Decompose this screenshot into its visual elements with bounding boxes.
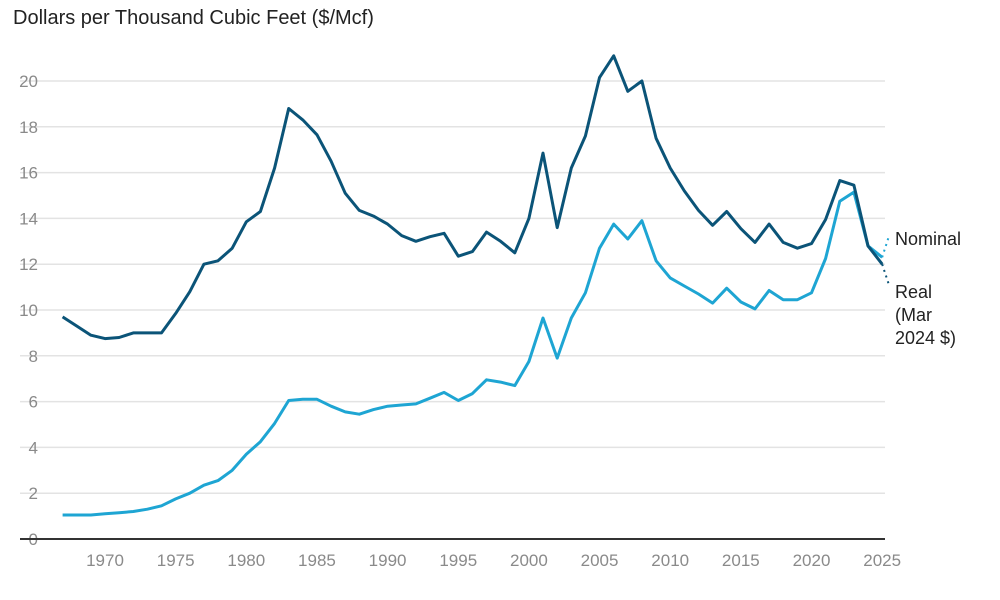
x-tick-label: 1985	[298, 551, 336, 570]
x-tick-label: 2015	[722, 551, 760, 570]
x-tick-label: 2005	[581, 551, 619, 570]
nominal-leader-line	[881, 235, 890, 258]
x-tick-label: 1970	[86, 551, 124, 570]
chart-title: Dollars per Thousand Cubic Feet ($/Mcf)	[13, 7, 374, 29]
y-axis-ticks: 02468101214161820	[19, 72, 38, 549]
legend-label-real: 2024 $)	[895, 328, 956, 348]
legend-label-real: (Mar	[895, 305, 932, 325]
y-tick-label: 12	[19, 255, 38, 274]
y-tick-label: 8	[29, 347, 38, 366]
y-tick-label: 4	[29, 438, 38, 457]
y-tick-label: 10	[19, 301, 38, 320]
y-tick-label: 2	[29, 484, 38, 503]
y-tick-label: 18	[19, 118, 38, 137]
x-tick-label: 2010	[651, 551, 689, 570]
x-tick-label: 1990	[369, 551, 407, 570]
y-tick-label: 14	[19, 209, 38, 228]
x-tick-label: 1980	[227, 551, 265, 570]
x-tick-label: 2020	[793, 551, 831, 570]
series-lines	[61, 54, 884, 517]
series-line-nominal	[62, 190, 884, 517]
x-tick-label: 1975	[157, 551, 195, 570]
legend-label-real: Real	[895, 282, 932, 302]
x-tick-label: 1995	[439, 551, 477, 570]
x-tick-label: 2025	[863, 551, 901, 570]
series-line-real	[61, 54, 884, 341]
x-axis-ticks: 1970 1975 1980 1985 1990 1995 2000 2005 2010 2015…	[86, 551, 901, 570]
y-tick-label: 6	[29, 393, 38, 412]
gridlines	[20, 80, 885, 494]
x-tick-label: 2000	[510, 551, 548, 570]
legend-label-nominal: Nominal	[895, 229, 961, 249]
y-tick-label: 20	[19, 72, 38, 91]
series-labels: Nominal Real (Mar 2024 $)	[881, 229, 961, 348]
y-tick-label: 16	[19, 164, 38, 183]
real-leader-line	[881, 263, 890, 286]
